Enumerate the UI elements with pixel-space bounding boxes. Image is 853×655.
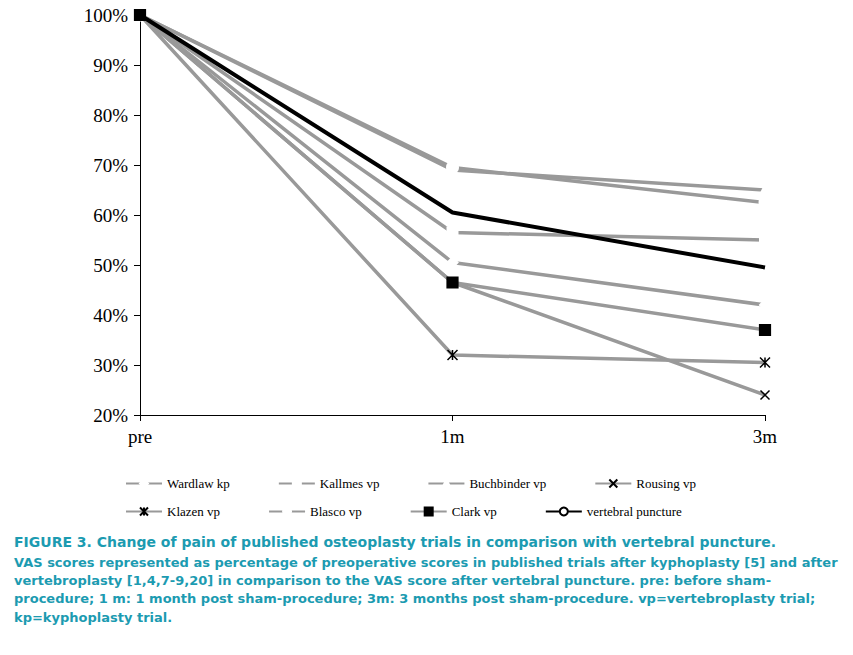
svg-text:Clark vp: Clark vp: [452, 504, 497, 519]
svg-text:Wardlaw kp: Wardlaw kp: [167, 476, 230, 491]
svg-text:30%: 30%: [93, 355, 128, 376]
svg-text:vertebral puncture: vertebral puncture: [587, 504, 682, 519]
svg-text:70%: 70%: [93, 155, 128, 176]
svg-text:pre: pre: [128, 426, 152, 447]
html-text:VAS scores represented as perc: VAS scores represented as percentage of …: [14, 555, 838, 625]
svg-text:Kallmes vp: Kallmes vp: [320, 476, 380, 491]
svg-text:3m: 3m: [753, 426, 778, 447]
svg-text:100%: 100%: [84, 5, 129, 26]
svg-text:90%: 90%: [93, 55, 128, 76]
svg-text:60%: 60%: [93, 205, 128, 226]
svg-text:Rousing vp: Rousing vp: [636, 476, 696, 491]
svg-text:80%: 80%: [93, 105, 128, 126]
svg-text:20%: 20%: [93, 405, 128, 426]
svg-text:Blasco vp: Blasco vp: [310, 504, 362, 519]
svg-text:1m: 1m: [440, 426, 465, 447]
svg-text:40%: 40%: [93, 305, 128, 326]
svg-text:50%: 50%: [93, 255, 128, 276]
svg-text:Klazen vp: Klazen vp: [167, 504, 220, 519]
svg-text:Buchbinder vp: Buchbinder vp: [469, 476, 546, 491]
html-text:FIGURE 3. Change of pain of pu: FIGURE 3. Change of pain of published os…: [14, 534, 777, 550]
